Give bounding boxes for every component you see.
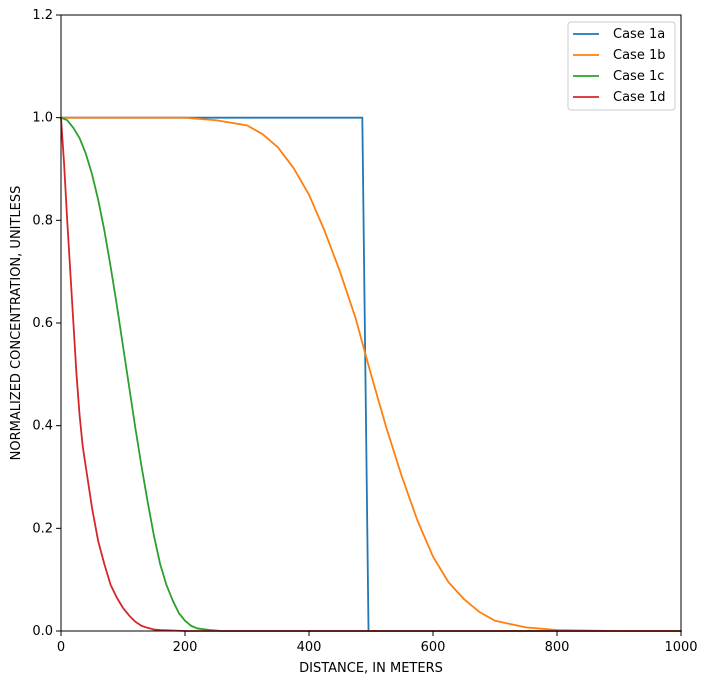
series-line-4 <box>60 116 682 632</box>
x-tick-label: 200 <box>173 640 198 655</box>
y-tick-label: 0.8 <box>32 213 53 228</box>
x-ticks: 0 200 400 600 800 1000 <box>57 631 698 655</box>
legend: Case 1a Case 1b Case 1c Case 1d <box>567 21 676 111</box>
legend-label-3: Case 1c <box>613 69 664 84</box>
y-tick-label: 1.0 <box>32 111 53 126</box>
x-tick-label: 600 <box>421 640 446 655</box>
legend-label-1: Case 1a <box>613 27 665 42</box>
legend-label-2: Case 1b <box>613 48 665 63</box>
x-tick-label: 0 <box>57 640 65 655</box>
legend-box <box>567 21 676 111</box>
y-tick-label: 0.2 <box>32 521 53 536</box>
y-axis-label: NORMALIZED CONCENTRATION, UNITLESS <box>9 186 24 461</box>
x-tick-label: 800 <box>545 640 570 655</box>
series-line-3 <box>60 116 682 632</box>
legend-label-4: Case 1d <box>613 90 665 105</box>
x-axis-label: DISTANCE, IN METERS <box>299 661 443 676</box>
series-line-2 <box>60 116 682 632</box>
y-tick-label: 0.4 <box>32 419 53 434</box>
y-ticks: 0.0 0.2 0.4 0.6 0.8 1.0 1.2 <box>32 8 61 639</box>
x-tick-label: 400 <box>297 640 322 655</box>
y-tick-label: 0.6 <box>32 316 53 331</box>
y-tick-label: 0.0 <box>32 624 53 639</box>
y-tick-label: 1.2 <box>32 8 53 23</box>
x-tick-label: 1000 <box>664 640 697 655</box>
